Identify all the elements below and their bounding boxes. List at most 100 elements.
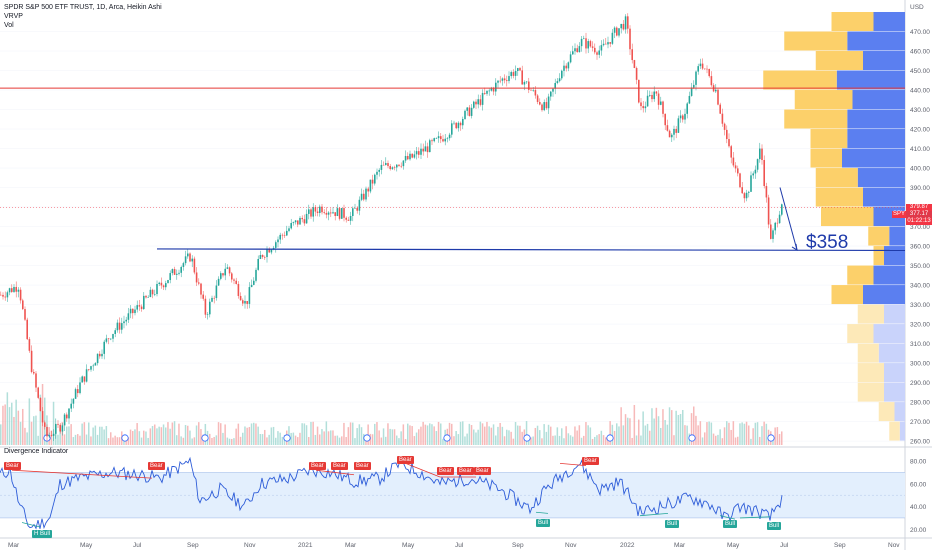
bull-divergence	[719, 515, 736, 520]
candle-body	[717, 89, 719, 105]
candle-body	[596, 52, 598, 55]
price-tick-label: 370.00	[910, 224, 930, 231]
volume-bar	[215, 435, 218, 445]
volume-bar	[52, 401, 55, 445]
candle-body	[125, 319, 127, 322]
price-annotation[interactable]: $358	[806, 232, 849, 253]
volume-bar	[239, 436, 242, 445]
oscillator-title[interactable]: Divergence Indicator	[4, 448, 69, 455]
volume-bar	[618, 426, 620, 445]
candle-body	[167, 280, 169, 284]
candle-body	[706, 68, 708, 70]
volume-bar	[728, 422, 730, 445]
candle-body	[409, 153, 411, 160]
volume-bar	[244, 426, 246, 445]
candle-body	[189, 253, 191, 262]
volume-bar	[50, 430, 53, 445]
vp-sell-bar	[847, 31, 905, 51]
candle-body	[52, 433, 55, 436]
volume-bar	[341, 436, 343, 445]
volume-bar	[459, 421, 462, 445]
candle-body	[319, 206, 321, 213]
candle-body	[499, 80, 501, 82]
candle-body	[671, 134, 673, 138]
volume-bar	[167, 422, 169, 445]
candle-body	[389, 166, 391, 170]
vp-sell-bar	[884, 382, 905, 402]
candle-body	[690, 87, 693, 96]
bear-label: Bear	[354, 462, 371, 470]
candle-body	[457, 122, 460, 129]
volume-bar	[677, 414, 680, 445]
candle-body	[545, 102, 548, 109]
candle-body	[770, 224, 772, 239]
candle-body	[752, 173, 754, 176]
price-tick-label: 440.00	[910, 88, 930, 95]
volume-bar	[721, 438, 724, 445]
volume-bar	[305, 425, 308, 445]
candle-body	[140, 306, 143, 310]
candle-body	[376, 171, 378, 175]
volume-bar	[556, 427, 559, 445]
volume-bar	[704, 432, 706, 445]
candle-body	[275, 242, 277, 248]
projection-arrow	[779, 187, 798, 251]
candle-body	[666, 125, 669, 131]
bear-label: Bear	[4, 462, 21, 470]
candle-body	[433, 138, 435, 142]
vp-sell-bar	[889, 226, 905, 246]
dividend-icon	[443, 434, 451, 442]
time-axis[interactable]: Mar May Jul Sep Nov 2021 Mar May Jul Sep Nov 2022 Ma…	[8, 542, 900, 549]
volume-bar	[347, 427, 350, 445]
volume-bar	[536, 425, 539, 445]
candle-body	[532, 90, 534, 91]
volume-bar	[477, 429, 479, 445]
volume-bar	[310, 421, 312, 445]
volume-bar	[59, 428, 61, 445]
candle-body	[162, 285, 165, 288]
volume-bar	[609, 421, 611, 445]
candle-body	[202, 294, 204, 299]
candle-body	[503, 78, 506, 81]
candle-body	[552, 88, 554, 92]
candle-body	[440, 136, 442, 140]
symbol-title[interactable]: SPDR S&P 500 ETF TRUST, 1D, Arca, Heikin…	[4, 4, 162, 11]
candle-body	[303, 219, 306, 224]
volume-bar	[264, 429, 266, 445]
osc-axis[interactable]: 80.00 60.00 40.00 20.00	[910, 459, 927, 534]
candle-body	[431, 140, 433, 142]
candle-body	[506, 80, 508, 82]
candle-body	[613, 27, 616, 33]
volume-bar	[211, 437, 213, 445]
volume-bar	[79, 435, 81, 445]
candle-body	[523, 82, 526, 85]
volume-bar	[530, 437, 532, 445]
vp-sell-bar	[847, 129, 905, 149]
vol-label[interactable]: Vol	[4, 22, 14, 29]
volume-bar	[426, 425, 429, 445]
volume-bar	[627, 417, 629, 445]
volume-bar	[259, 434, 262, 445]
candle-body	[279, 234, 281, 240]
candle-body	[356, 208, 358, 211]
price-tick-label: 410.00	[910, 146, 930, 153]
volume-bar	[644, 425, 647, 445]
candle-body	[536, 95, 539, 102]
candle-body	[114, 330, 116, 334]
vp-sell-bar	[863, 285, 905, 305]
volume-bar	[743, 423, 746, 445]
price-tick-label: 290.00	[910, 380, 930, 387]
bear-label: Bear	[582, 457, 599, 465]
candle-body	[81, 376, 83, 383]
candle-body	[407, 155, 409, 160]
candle-body	[259, 254, 262, 260]
candle-body	[59, 424, 61, 432]
volume-bar	[378, 430, 380, 445]
volume-bar	[374, 423, 376, 445]
candle-body	[459, 122, 462, 126]
volume-bar	[294, 435, 297, 445]
candle-body	[583, 38, 585, 39]
candle-body	[132, 308, 134, 314]
vrvp-label[interactable]: VRVP	[4, 13, 23, 20]
